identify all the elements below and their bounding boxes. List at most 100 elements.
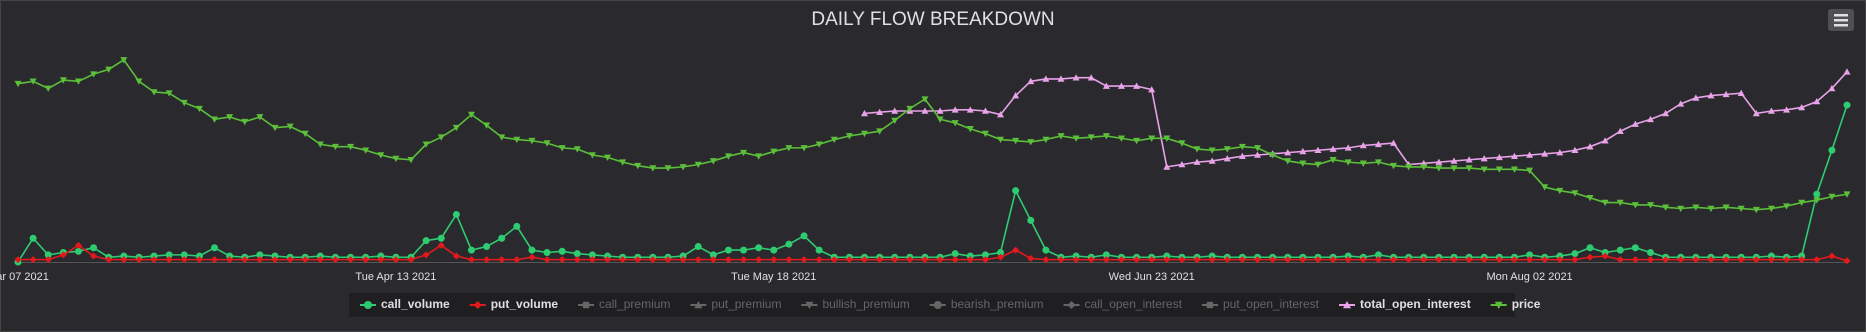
data-point — [876, 128, 884, 135]
data-point — [226, 252, 234, 260]
data-point — [90, 252, 98, 260]
data-point — [1646, 202, 1654, 209]
legend-label[interactable]: bullish_premium — [822, 297, 909, 311]
data-point — [437, 241, 445, 249]
data-point — [452, 252, 460, 260]
data-point — [1314, 256, 1322, 264]
data-point — [1027, 216, 1035, 224]
data-point — [1042, 246, 1050, 254]
data-point — [331, 143, 339, 151]
data-point — [724, 153, 732, 160]
legend-symbol — [694, 301, 703, 309]
legend-label[interactable]: call_premium — [599, 297, 670, 311]
legend-item[interactable]: total_open_interest — [1339, 297, 1471, 311]
data-point — [1163, 256, 1171, 264]
data-point — [1435, 158, 1443, 165]
data-point — [1344, 144, 1352, 151]
legend-label[interactable]: put_open_interest — [1223, 297, 1320, 311]
data-point — [1752, 206, 1760, 214]
data-point — [1586, 195, 1594, 202]
legend-item[interactable]: call_open_interest — [1063, 297, 1183, 311]
data-point — [150, 252, 158, 260]
data-point — [1299, 256, 1307, 264]
data-point — [679, 164, 687, 171]
menu-button[interactable] — [1828, 9, 1854, 31]
legend-label[interactable]: put_volume — [491, 297, 559, 311]
data-point — [1556, 252, 1564, 260]
data-point — [619, 256, 627, 264]
data-point — [1767, 256, 1775, 264]
data-point — [1465, 256, 1473, 264]
data-point — [1344, 159, 1352, 166]
data-point — [1586, 143, 1594, 150]
legend-label[interactable]: price — [1512, 297, 1541, 311]
data-point — [740, 246, 748, 254]
data-point — [1420, 164, 1428, 171]
data-point — [1556, 187, 1564, 195]
legend-item[interactable]: bearish_premium — [929, 297, 1044, 311]
data-point — [664, 165, 672, 172]
data-point — [1359, 141, 1367, 149]
data-point — [1495, 153, 1503, 161]
data-point — [74, 241, 82, 249]
legend-item[interactable]: price — [1490, 297, 1541, 311]
legend-label[interactable]: total_open_interest — [1360, 297, 1471, 311]
data-point — [513, 256, 521, 264]
legend-label[interactable]: call_volume — [381, 297, 450, 311]
data-point — [860, 109, 868, 117]
legend-label[interactable]: put_premium — [711, 297, 781, 311]
data-point — [467, 256, 475, 264]
data-point — [830, 256, 838, 264]
data-point — [59, 251, 67, 259]
data-point — [1631, 120, 1639, 127]
data-point — [634, 162, 642, 170]
legend-item[interactable]: put_open_interest — [1201, 297, 1320, 311]
legend-label[interactable]: call_open_interest — [1085, 297, 1183, 311]
data-point — [1465, 156, 1473, 163]
data-point — [29, 256, 37, 264]
data-point — [1344, 252, 1352, 260]
data-point — [513, 136, 521, 144]
data-point — [90, 244, 98, 252]
data-point — [1344, 256, 1352, 264]
data-point — [1374, 159, 1382, 166]
legend-label[interactable]: bearish_premium — [951, 297, 1044, 311]
data-point — [1783, 106, 1791, 113]
data-point — [1510, 152, 1518, 159]
data-point — [1843, 191, 1851, 198]
data-point — [876, 108, 884, 115]
data-point — [830, 136, 838, 144]
data-point — [936, 107, 944, 114]
data-point — [1269, 152, 1277, 159]
legend-item[interactable]: put_volume — [469, 297, 559, 311]
data-point — [1238, 152, 1246, 159]
data-point — [1571, 146, 1579, 154]
data-point — [377, 152, 385, 159]
data-point — [211, 244, 219, 252]
data-point — [558, 247, 566, 255]
data-point — [1586, 244, 1594, 252]
data-point — [1359, 256, 1367, 264]
legend-item[interactable]: put_premium — [690, 297, 781, 311]
legend-item[interactable]: bullish_premium — [801, 297, 910, 311]
data-point — [1767, 107, 1775, 114]
data-point — [467, 246, 475, 254]
data-point — [845, 256, 853, 264]
data-point — [44, 256, 52, 264]
data-point — [1359, 160, 1367, 167]
data-point — [483, 256, 491, 264]
data-point — [347, 143, 355, 151]
data-point — [1707, 92, 1715, 99]
legend-item[interactable]: call_volume — [360, 297, 450, 311]
data-point — [1390, 256, 1398, 264]
data-point — [679, 256, 687, 264]
legend-item[interactable]: call_premium — [578, 297, 670, 311]
x-tick-label: Mon Aug 02 2021 — [1486, 271, 1572, 283]
data-point — [770, 148, 778, 155]
data-point — [981, 256, 989, 264]
data-point — [1299, 160, 1307, 167]
data-point — [815, 256, 823, 264]
data-point — [14, 256, 22, 264]
data-point — [785, 145, 793, 152]
